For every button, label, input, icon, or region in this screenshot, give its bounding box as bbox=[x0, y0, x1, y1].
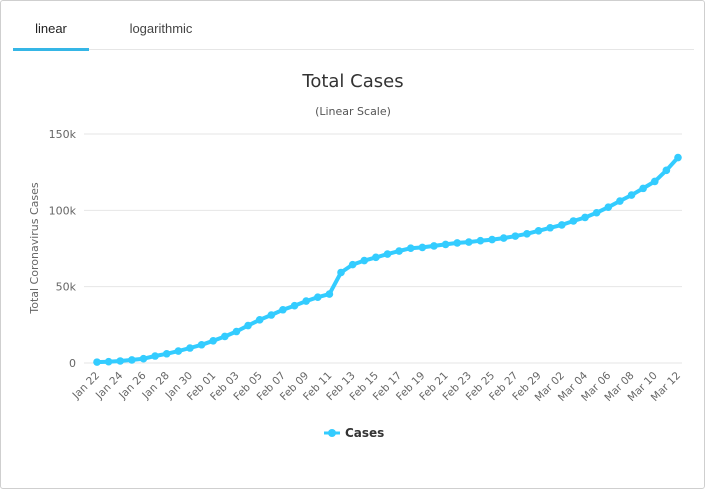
data-point[interactable] bbox=[313, 293, 322, 302]
data-point[interactable] bbox=[650, 177, 659, 186]
data-point[interactable] bbox=[418, 243, 427, 252]
data-point[interactable] bbox=[139, 354, 148, 363]
data-point[interactable] bbox=[639, 184, 647, 193]
data-point[interactable] bbox=[627, 191, 636, 199]
legend-marker bbox=[328, 429, 336, 437]
y-tick-label: 50k bbox=[56, 281, 77, 294]
gridlines bbox=[84, 133, 682, 364]
data-point[interactable] bbox=[348, 260, 357, 269]
scale-tabs: linear logarithmic bbox=[13, 1, 694, 51]
data-point[interactable] bbox=[476, 236, 485, 245]
data-point[interactable] bbox=[255, 316, 264, 324]
data-point[interactable] bbox=[523, 230, 531, 238]
data-point[interactable] bbox=[430, 242, 438, 250]
data-point[interactable] bbox=[302, 297, 310, 305]
data-point[interactable] bbox=[395, 247, 403, 255]
data-point[interactable] bbox=[569, 217, 578, 225]
tab-logarithmic[interactable]: logarithmic bbox=[129, 21, 193, 36]
chart-title: Total Cases bbox=[301, 71, 403, 92]
data-point[interactable] bbox=[116, 357, 125, 365]
data-point[interactable] bbox=[511, 232, 520, 240]
data-point[interactable] bbox=[592, 208, 601, 217]
data-point[interactable] bbox=[360, 256, 369, 265]
y-tick-label: 0 bbox=[69, 357, 76, 370]
chart-subtitle: (Linear Scale) bbox=[315, 105, 391, 118]
data-point[interactable] bbox=[151, 352, 159, 360]
y-axis-ticks: 0 50k 100k 150k bbox=[49, 128, 77, 370]
data-point[interactable] bbox=[406, 244, 415, 253]
tab-linear[interactable]: linear bbox=[13, 1, 89, 51]
legend-label-cases[interactable]: Cases bbox=[345, 426, 384, 440]
data-point[interactable] bbox=[383, 250, 392, 258]
data-point[interactable] bbox=[546, 223, 554, 232]
data-point[interactable] bbox=[581, 213, 589, 222]
data-point[interactable] bbox=[604, 203, 613, 212]
data-point[interactable] bbox=[174, 347, 183, 355]
data-point[interactable] bbox=[499, 234, 508, 242]
y-tick-label: 150k bbox=[49, 128, 77, 141]
data-point[interactable] bbox=[104, 357, 113, 366]
data-point[interactable] bbox=[441, 240, 450, 249]
data-point[interactable] bbox=[197, 340, 206, 349]
data-point[interactable] bbox=[662, 166, 671, 175]
data-point[interactable] bbox=[244, 321, 252, 330]
data-point[interactable] bbox=[93, 358, 101, 366]
data-point[interactable] bbox=[372, 253, 380, 262]
data-point[interactable] bbox=[616, 197, 624, 205]
y-axis-label: Total Coronavirus Cases bbox=[28, 182, 41, 315]
data-point[interactable] bbox=[465, 238, 473, 246]
data-point[interactable] bbox=[534, 226, 543, 235]
data-point[interactable] bbox=[674, 153, 682, 162]
data-point[interactable] bbox=[267, 311, 276, 319]
data-point[interactable] bbox=[453, 239, 462, 247]
data-point[interactable] bbox=[488, 235, 496, 244]
data-point[interactable] bbox=[337, 268, 345, 277]
y-tick-label: 100k bbox=[49, 204, 77, 217]
data-point[interactable] bbox=[290, 301, 299, 310]
data-point[interactable] bbox=[325, 290, 334, 298]
series-cases bbox=[93, 153, 682, 366]
series-line bbox=[95, 155, 680, 365]
data-point[interactable] bbox=[186, 344, 194, 352]
data-point[interactable] bbox=[221, 332, 229, 341]
data-point[interactable] bbox=[128, 356, 136, 364]
data-point[interactable] bbox=[279, 305, 287, 314]
data-point[interactable] bbox=[232, 327, 241, 336]
data-point[interactable] bbox=[558, 221, 566, 229]
data-point[interactable] bbox=[162, 349, 171, 358]
data-point[interactable] bbox=[209, 336, 217, 345]
legend[interactable]: Cases bbox=[324, 426, 384, 440]
